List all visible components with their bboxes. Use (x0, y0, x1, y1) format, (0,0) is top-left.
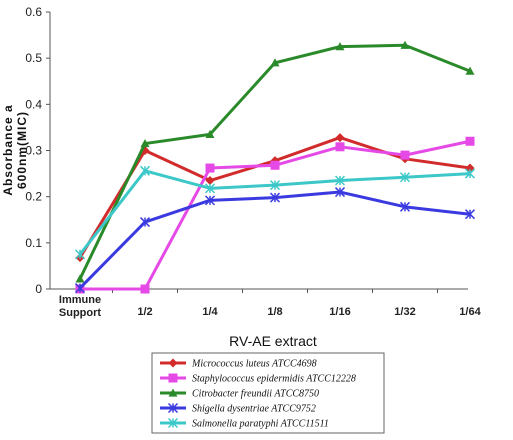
data-point (205, 163, 215, 173)
legend-label: Staphylococcus epidermidis ATCC12228 (192, 374, 356, 385)
data-point (74, 249, 86, 260)
legend-label: Micrococcus luteus ATCC4698 (191, 359, 317, 370)
legend-item: Salmonella paratyphi ATCC11511 (160, 417, 329, 430)
data-point (464, 209, 476, 220)
x-tick-label: Support (59, 307, 101, 319)
y-axis-label-line: 600nm(MIC) (15, 111, 29, 189)
y-tick-label: 0.3 (25, 144, 42, 158)
data-point (399, 201, 411, 212)
x-tick-label: 1/16 (329, 306, 350, 318)
data-point (270, 160, 280, 170)
data-point (168, 388, 178, 397)
y-tick-label: 0.6 (25, 5, 42, 19)
data-point (270, 58, 280, 67)
x-tick-label: 1/8 (267, 306, 282, 318)
data-point (140, 284, 150, 294)
legend-label: Citrobacter freundii ATCC8750 (192, 389, 319, 400)
series-4 (74, 187, 476, 294)
data-point (204, 183, 216, 194)
legend-box (151, 352, 385, 434)
data-point (335, 142, 345, 152)
series-line (78, 190, 471, 290)
data-point (464, 168, 476, 179)
legend-item: Staphylococcus epidermidis ATCC12228 (160, 373, 356, 385)
data-point (465, 66, 475, 75)
x-tick-label: 1/4 (202, 306, 218, 318)
x-tick-label: Immune (59, 294, 101, 306)
data-point (205, 129, 215, 138)
y-axis-label-line: Absorbance a (1, 104, 15, 195)
legend-label: Salmonella paratyphi ATCC11511 (192, 419, 329, 430)
data-point (400, 40, 410, 49)
data-point (465, 136, 475, 146)
legend-item: Shigella dysentriae ATCC9752 (160, 402, 316, 415)
x-tick-label: 1/2 (137, 306, 152, 318)
data-point (205, 176, 215, 186)
data-point (139, 165, 151, 176)
series-3 (75, 40, 475, 283)
legend: Micrococcus luteus ATCC4698 Staphylococcu… (151, 352, 385, 434)
y-tick-label: 0.4 (25, 97, 42, 111)
x-tick-label: 1/32 (394, 306, 415, 318)
data-point (75, 274, 85, 283)
data-point (168, 358, 178, 368)
x-axis-label: RV-AE extract (229, 333, 317, 349)
data-point (400, 150, 410, 160)
data-point (335, 133, 345, 143)
data-point (168, 373, 178, 383)
data-point (334, 175, 346, 186)
data-point (269, 180, 281, 191)
data-point (399, 172, 411, 183)
y-tick-label: 0.1 (25, 236, 42, 250)
data-point (335, 42, 345, 51)
legend-label: Shigella dysentriae ATCC9752 (192, 404, 316, 415)
data-point (139, 217, 151, 228)
y-axis-title: Absorbance a 600nm(MIC) (1, 104, 29, 195)
x-tick-label: 1/64 (459, 306, 481, 318)
y-tick-label: 0 (35, 282, 42, 296)
data-point (167, 417, 179, 429)
series-5 (74, 165, 476, 260)
y-tick-label: 0.2 (25, 190, 42, 204)
data-point (140, 139, 150, 148)
legend-item: Citrobacter freundii ATCC8750 (160, 388, 319, 400)
data-point (269, 192, 281, 203)
y-tick-label: 0.5 (25, 51, 42, 65)
legend-item: Micrococcus luteus ATCC4698 (160, 358, 317, 370)
data-point (334, 187, 346, 198)
data-point (204, 195, 216, 206)
y-tick-labels: 0 0.1 0.2 0.3 0.4 0.5 0.6 (25, 5, 42, 296)
series-group (74, 40, 476, 294)
data-point (74, 283, 86, 294)
data-point (167, 402, 179, 414)
